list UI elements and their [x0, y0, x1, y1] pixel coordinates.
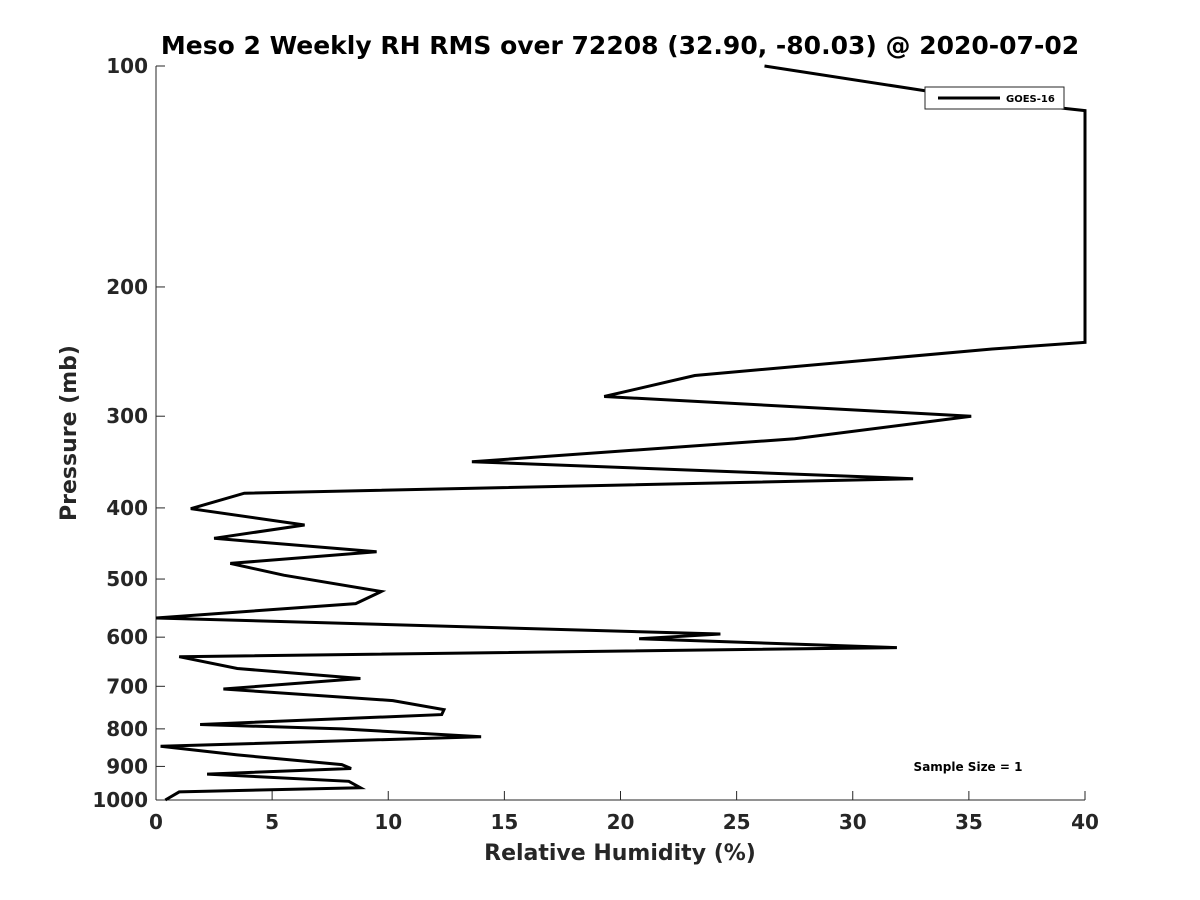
x-tick-label: 15	[490, 810, 518, 834]
plot-area	[155, 66, 1085, 801]
x-tick-label: 35	[955, 810, 983, 834]
y-tick-label: 600	[106, 625, 148, 649]
y-tick-label: 400	[106, 496, 148, 520]
y-tick-label: 300	[106, 404, 148, 428]
x-tick-label: 25	[723, 810, 751, 834]
legend-label-goes-16: GOES-16	[1006, 94, 1055, 105]
x-tick-label: 0	[149, 810, 163, 834]
x-tick-label: 20	[607, 810, 635, 834]
x-axis-label: Relative Humidity (%)	[484, 841, 756, 866]
x-axis-ticks: 0 5 10 15 20 25 30 35 40	[149, 791, 1099, 834]
y-tick-label: 100	[106, 54, 148, 78]
y-tick-label: 1000	[92, 788, 148, 812]
y-tick-label: 200	[106, 275, 148, 299]
y-axis-ticks: 100 200 300 400 500 600 700 800 900 1000	[92, 54, 165, 812]
y-tick-label: 700	[106, 674, 148, 698]
series-layer	[155, 64, 1087, 802]
series-line-goes-16	[155, 64, 1087, 802]
x-tick-label: 30	[839, 810, 867, 834]
y-tick-label: 900	[106, 754, 148, 778]
legend: GOES-16	[924, 86, 1065, 110]
x-tick-label: 5	[265, 810, 279, 834]
y-axis-label: Pressure (mb)	[57, 345, 82, 521]
chart-title: Meso 2 Weekly RH RMS over 72208 (32.90, …	[161, 31, 1079, 60]
y-tick-label: 800	[106, 717, 148, 741]
x-tick-label: 40	[1071, 810, 1099, 834]
y-tick-label: 500	[106, 567, 148, 591]
sample-size-annotation: Sample Size = 1	[914, 760, 1023, 774]
x-tick-label: 10	[374, 810, 402, 834]
